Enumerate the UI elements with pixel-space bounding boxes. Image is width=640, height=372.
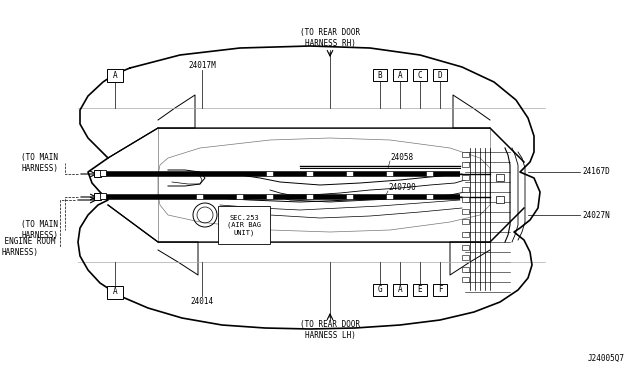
Bar bbox=[346, 194, 353, 199]
Bar bbox=[462, 152, 469, 157]
Bar bbox=[386, 194, 393, 199]
Text: (TO REAR DOOR
HARNESS LH): (TO REAR DOOR HARNESS LH) bbox=[300, 320, 360, 340]
Text: 24167D: 24167D bbox=[582, 167, 610, 176]
Bar bbox=[413, 69, 427, 81]
Text: 24058: 24058 bbox=[390, 154, 413, 163]
Bar bbox=[426, 194, 433, 199]
Bar bbox=[346, 171, 353, 176]
Bar bbox=[413, 284, 427, 296]
Bar bbox=[462, 255, 469, 260]
Text: A: A bbox=[113, 288, 117, 296]
Bar bbox=[462, 187, 469, 192]
Text: C: C bbox=[418, 71, 422, 80]
Text: A: A bbox=[397, 285, 403, 295]
Text: (TO MAIN
HARNESS): (TO MAIN HARNESS) bbox=[21, 220, 58, 240]
Bar bbox=[94, 170, 101, 177]
Bar bbox=[496, 174, 504, 181]
Text: 24027N: 24027N bbox=[582, 211, 610, 219]
Bar bbox=[462, 197, 469, 202]
Bar bbox=[373, 69, 387, 81]
Text: (TO REAR DOOR
HARNESS RH): (TO REAR DOOR HARNESS RH) bbox=[300, 28, 360, 48]
Text: (TO ENGINE ROOM
HARNESS): (TO ENGINE ROOM HARNESS) bbox=[0, 237, 55, 257]
Text: E: E bbox=[418, 285, 422, 295]
Bar bbox=[462, 219, 469, 224]
Text: D: D bbox=[438, 71, 442, 80]
Bar bbox=[496, 196, 504, 203]
Bar bbox=[426, 171, 433, 176]
Text: F: F bbox=[438, 285, 442, 295]
Bar bbox=[373, 284, 387, 296]
Bar bbox=[94, 193, 101, 200]
Bar bbox=[266, 194, 273, 199]
Bar bbox=[236, 194, 243, 199]
Bar bbox=[100, 193, 106, 199]
Bar bbox=[462, 232, 469, 237]
Text: A: A bbox=[113, 71, 117, 80]
Bar bbox=[433, 69, 447, 81]
Text: 24017M: 24017M bbox=[188, 61, 216, 70]
Bar bbox=[218, 206, 270, 244]
Bar bbox=[100, 170, 106, 176]
Bar bbox=[266, 171, 273, 176]
Bar bbox=[462, 277, 469, 282]
Bar bbox=[107, 68, 123, 81]
Text: 24014: 24014 bbox=[191, 298, 214, 307]
Bar bbox=[433, 284, 447, 296]
Text: SEC.253
(AIR BAG
UNIT): SEC.253 (AIR BAG UNIT) bbox=[227, 215, 261, 235]
Bar bbox=[393, 284, 407, 296]
Bar bbox=[462, 162, 469, 167]
Text: (TO MAIN
HARNESS): (TO MAIN HARNESS) bbox=[21, 153, 58, 173]
Bar bbox=[386, 171, 393, 176]
Bar bbox=[196, 194, 203, 199]
Bar bbox=[462, 175, 469, 180]
Bar bbox=[462, 267, 469, 272]
Text: 240790: 240790 bbox=[388, 183, 416, 192]
Bar bbox=[306, 194, 313, 199]
Text: A: A bbox=[397, 71, 403, 80]
Text: G: G bbox=[378, 285, 382, 295]
Bar bbox=[462, 209, 469, 214]
Bar bbox=[462, 245, 469, 250]
Bar bbox=[306, 171, 313, 176]
Text: B: B bbox=[378, 71, 382, 80]
Bar bbox=[107, 285, 123, 298]
Text: J24005Q7: J24005Q7 bbox=[588, 353, 625, 362]
Bar bbox=[393, 69, 407, 81]
